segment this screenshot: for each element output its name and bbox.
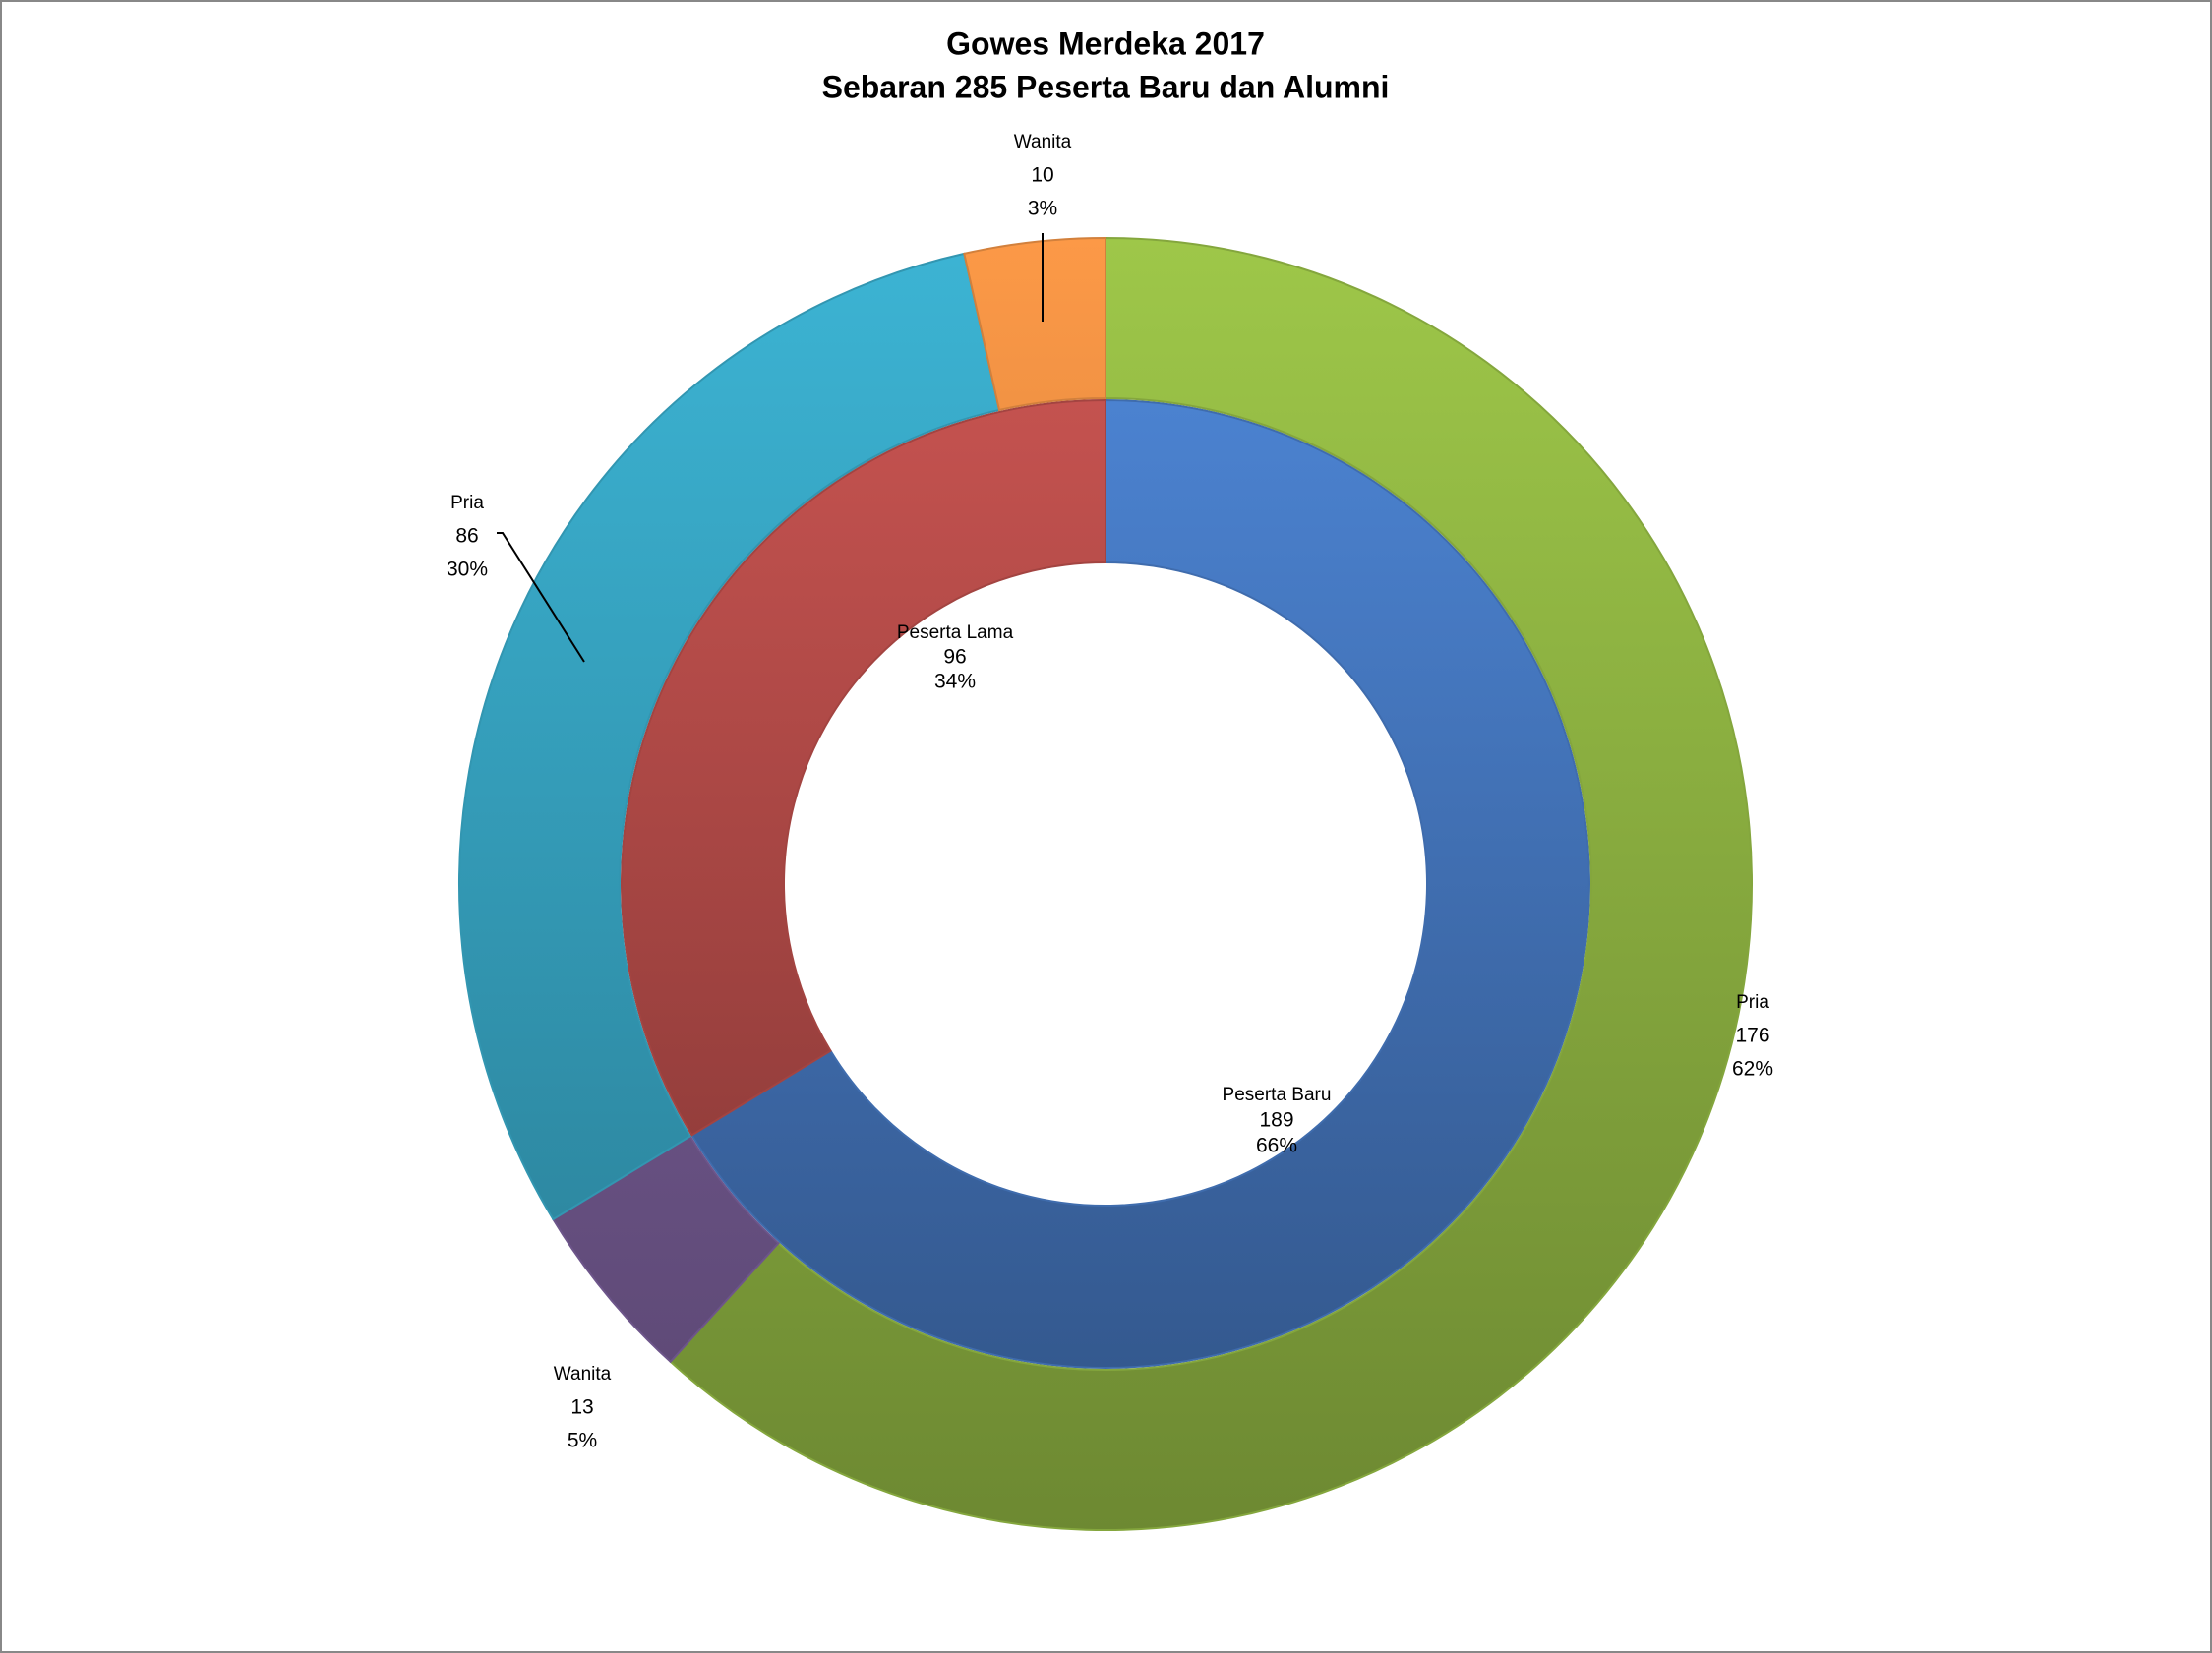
category-label: Wanita xyxy=(554,1364,612,1385)
value-label: 189 xyxy=(1259,1109,1293,1132)
category-label: Peserta Baru xyxy=(1223,1085,1332,1105)
percent-label: 3% xyxy=(1028,198,1057,220)
category-label: Peserta Lama xyxy=(897,622,1014,643)
value-label: 176 xyxy=(1735,1025,1769,1047)
rings xyxy=(458,236,1753,1531)
percent-label: 5% xyxy=(568,1430,597,1452)
value-label: 13 xyxy=(570,1396,593,1419)
donut-segment xyxy=(621,398,1106,1137)
percent-label: 34% xyxy=(934,671,976,693)
percent-label: 66% xyxy=(1256,1135,1297,1157)
donut-segment xyxy=(669,236,1753,1531)
value-label: 96 xyxy=(943,646,966,669)
percent-label: 30% xyxy=(447,559,488,581)
leader-line xyxy=(497,532,585,663)
category-label: Wanita xyxy=(1014,132,1072,152)
chart-subtitle: Sebaran 285 Peserta Baru dan Alumni xyxy=(822,69,1390,104)
category-label: Pria xyxy=(1736,992,1769,1013)
donut-segment xyxy=(690,398,1590,1369)
percent-label: 62% xyxy=(1732,1058,1773,1081)
chart-title: Gowes Merdeka 2017 xyxy=(946,26,1265,61)
value-label: 10 xyxy=(1031,164,1053,187)
donut-segment xyxy=(963,236,1106,412)
category-label: Pria xyxy=(450,493,484,513)
value-label: 86 xyxy=(455,525,478,548)
donut-segment xyxy=(458,252,1001,1221)
